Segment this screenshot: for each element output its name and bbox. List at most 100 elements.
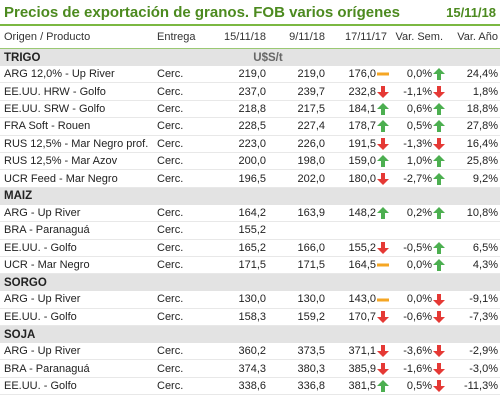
price-year-ago-value: 381,5 — [348, 380, 376, 393]
var-week-cell: -0,6% — [389, 308, 445, 327]
var-year-cell: -2,9% — [445, 343, 500, 361]
delivery-cell: Cerc. — [157, 343, 209, 361]
table-row: BRA - Paranaguá Cerc. 155,2 — [0, 221, 500, 240]
var-year-cell: 1,8% — [445, 82, 500, 101]
var-week-value: -1,3% — [403, 137, 432, 150]
up-arrow-icon — [377, 380, 389, 393]
col-var-year-header: Var. Año — [445, 26, 500, 49]
delivery-cell: Cerc. — [157, 117, 209, 136]
down-arrow-icon — [377, 310, 389, 323]
price-week-ago-cell: 202,0 — [268, 169, 327, 188]
flat-icon — [377, 294, 389, 306]
up-arrow-icon — [433, 172, 445, 185]
var-week-value: 0,6% — [406, 102, 432, 115]
var-year-cell: 27,8% — [445, 117, 500, 136]
price-year-ago-cell: 148,2 — [327, 204, 389, 223]
col-date3-header: 17/11/17 — [327, 26, 389, 49]
delivery-cell: Cerc. — [157, 256, 209, 275]
var-week-cell: -0,5% — [389, 239, 445, 257]
price-current-cell: 237,0 — [209, 82, 268, 101]
delivery-cell: Cerc. — [157, 152, 209, 171]
price-year-ago-value: 148,2 — [348, 206, 376, 219]
section-unit — [209, 325, 327, 344]
table-row: FRA Soft - Rouen Cerc. 228,5 227,4 178,7 0,5%… — [0, 117, 500, 136]
var-year-cell: -11,3% — [445, 377, 500, 396]
price-current-cell: 200,0 — [209, 152, 268, 171]
table-row: ARG 12,0% - Up River Cerc. 219,0 219,0 176,0… — [0, 66, 500, 84]
var-year-cell: 18,8% — [445, 100, 500, 119]
var-week-value: 0,0% — [406, 259, 432, 272]
var-week-cell: 1,0% — [389, 152, 445, 171]
down-arrow-icon — [433, 310, 445, 323]
price-week-ago-cell: 219,0 — [268, 66, 327, 84]
section-row: TRIGO U$S/t — [0, 48, 500, 66]
price-year-ago-value: 164,5 — [348, 259, 376, 272]
col-origin-header: Origen / Producto — [0, 26, 157, 49]
var-year-cell: 25,8% — [445, 152, 500, 171]
col-var-week-header: Var. Sem. — [389, 26, 445, 49]
var-week-value: -0,6% — [403, 310, 432, 323]
section-spacer — [157, 325, 209, 344]
col-date1-header: 15/11/18 — [209, 26, 268, 49]
price-year-ago-cell: 232,8 — [327, 82, 389, 101]
price-week-ago-cell: 163,9 — [268, 204, 327, 223]
up-arrow-icon — [433, 241, 445, 254]
var-week-cell: 0,2% — [389, 204, 445, 223]
price-current-cell: 196,5 — [209, 169, 268, 188]
price-year-ago-cell: 371,1 — [327, 343, 389, 361]
var-week-value: 0,2% — [406, 206, 432, 219]
var-week-cell: -3,6% — [389, 343, 445, 361]
var-week-cell: -1,1% — [389, 82, 445, 101]
price-current-cell: 171,5 — [209, 256, 268, 275]
down-arrow-icon — [433, 362, 445, 375]
delivery-cell: Cerc. — [157, 169, 209, 188]
price-year-ago-value: 232,8 — [348, 85, 376, 98]
up-arrow-icon — [433, 155, 445, 168]
price-year-ago-cell: 170,7 — [327, 308, 389, 327]
origin-cell: ARG - Up River — [0, 343, 157, 361]
price-year-ago-value: 180,0 — [348, 172, 376, 185]
var-week-cell: 0,5% — [389, 377, 445, 396]
price-year-ago-value: 176,0 — [348, 68, 376, 81]
report-date: 15/11/18 — [446, 4, 496, 20]
origin-cell: UCR - Mar Negro — [0, 256, 157, 275]
price-year-ago-value: 385,9 — [348, 362, 376, 375]
price-week-ago-cell: 239,7 — [268, 82, 327, 101]
delivery-cell: Cerc. — [157, 204, 209, 223]
delivery-cell: Cerc. — [157, 359, 209, 378]
price-week-ago-cell: 226,0 — [268, 135, 327, 153]
var-week-cell: -1,6% — [389, 359, 445, 378]
price-year-ago-value: 178,7 — [348, 120, 376, 133]
section-spacer — [157, 48, 209, 66]
flat-icon — [377, 259, 389, 271]
table-row: EE.UU. SRW - Golfo Cerc. 218,8 217,5 184,1 0,… — [0, 100, 500, 119]
price-table: Origen / Producto Entrega 15/11/18 9/11/… — [0, 26, 500, 396]
price-current-cell: 130,0 — [209, 291, 268, 309]
var-week-cell: -2,7% — [389, 169, 445, 188]
var-week-cell: 0,0% — [389, 291, 445, 309]
origin-cell: RUS 12,5% - Mar Azov — [0, 152, 157, 171]
down-arrow-icon — [377, 85, 389, 98]
up-arrow-icon — [433, 120, 445, 133]
price-year-ago-value: 371,1 — [348, 345, 376, 358]
var-week-value: -3,6% — [403, 345, 432, 358]
section-title: TRIGO — [0, 48, 157, 66]
price-year-ago-value: 143,0 — [348, 293, 376, 306]
section-row: MAIZ — [0, 187, 500, 205]
price-year-ago-value: 170,7 — [348, 310, 376, 323]
var-year-cell: 6,5% — [445, 239, 500, 257]
origin-cell: ARG 12,0% - Up River — [0, 66, 157, 84]
table-row: ARG - Up River Cerc. 360,2 373,5 371,1 -3,6% -… — [0, 343, 500, 361]
delivery-cell: Cerc. — [157, 308, 209, 327]
var-week-value: -1,1% — [403, 85, 432, 98]
price-year-ago-cell: 143,0 — [327, 291, 389, 309]
table-row: EE.UU. - Golfo Cerc. 158,3 159,2 170,7 -0,6% -… — [0, 308, 500, 327]
down-arrow-icon — [433, 137, 445, 150]
price-week-ago-cell: 373,5 — [268, 343, 327, 361]
price-week-ago-cell: 159,2 — [268, 308, 327, 327]
var-week-cell: 0,0% — [389, 256, 445, 275]
price-year-ago-cell — [327, 221, 389, 240]
price-week-ago-cell: 227,4 — [268, 117, 327, 136]
origin-cell: ARG - Up River — [0, 291, 157, 309]
var-week-cell: 0,6% — [389, 100, 445, 119]
